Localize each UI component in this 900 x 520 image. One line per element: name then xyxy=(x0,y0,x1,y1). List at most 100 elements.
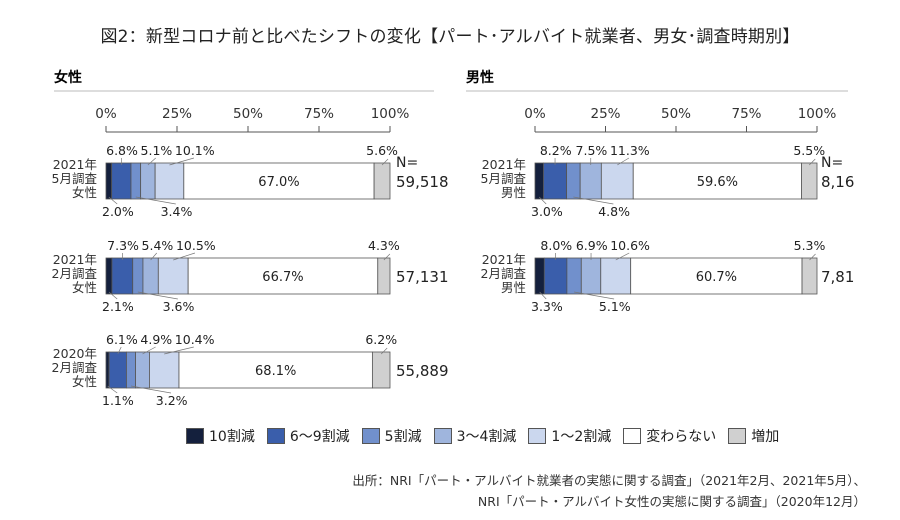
n-value: 7,81 xyxy=(821,268,854,286)
bar-segment xyxy=(543,257,568,295)
leader-line xyxy=(615,252,630,261)
x-tick-label: 25% xyxy=(162,106,192,122)
bar-value-label: 66.7% xyxy=(262,270,303,285)
legend-item: 6〜9割減 xyxy=(266,426,350,446)
bar-value-label: 3.0% xyxy=(531,204,563,219)
n-value: 57,131 xyxy=(396,268,449,286)
legend-label: 1〜2割減 xyxy=(551,429,612,445)
bar-segment xyxy=(371,351,391,389)
bar-segment xyxy=(105,162,113,200)
bar-value-label: 4.8% xyxy=(598,204,630,219)
bar-value-label: 10.1% xyxy=(175,143,215,158)
bar-segment xyxy=(132,257,144,295)
bar-value-label: 2.1% xyxy=(102,299,134,314)
row-label: 5月調査 xyxy=(481,171,527,186)
bar-value-label: 10.4% xyxy=(175,332,215,347)
source-line-2: NRI「パート・アルバイト女性の実態に関する調査」（2020年12月） xyxy=(477,494,866,509)
x-tick-label: 0% xyxy=(524,106,546,122)
leader-line xyxy=(147,157,156,166)
leader-line xyxy=(573,196,614,205)
legend-item: 3〜4割減 xyxy=(433,426,516,446)
x-tick-label: 75% xyxy=(731,106,761,122)
row-label: 男性 xyxy=(501,185,526,200)
bar-value-label: 5.5% xyxy=(793,143,825,158)
leader-line xyxy=(117,346,122,355)
bar-segment xyxy=(126,351,136,389)
leader-line xyxy=(135,196,176,205)
bar-segment xyxy=(566,162,581,200)
legend-swatch xyxy=(266,428,285,444)
legend-swatch xyxy=(186,428,204,444)
bar-value-label: 68.1% xyxy=(255,364,296,379)
leader-line xyxy=(130,385,172,394)
legend-label: 6〜9割減 xyxy=(289,429,350,445)
leader-line xyxy=(173,252,196,261)
leader-line xyxy=(808,158,816,166)
legend-swatch xyxy=(623,428,642,444)
bar-value-label: 5.1% xyxy=(141,143,173,158)
bar-segment xyxy=(105,257,113,295)
bar-value-label: 8.2% xyxy=(540,143,572,158)
legend-label: 増加 xyxy=(751,429,780,445)
leader-line xyxy=(617,157,630,166)
bar-segment xyxy=(157,257,189,295)
leader-line xyxy=(164,346,194,355)
legend-item: 1〜2割減 xyxy=(528,426,611,446)
bar-segment xyxy=(580,257,602,295)
leader-line xyxy=(539,291,547,300)
bar-segment xyxy=(105,351,110,389)
leader-line xyxy=(107,385,118,394)
n-header: N= xyxy=(396,155,418,171)
bar-segment xyxy=(149,351,180,389)
n-header: N= xyxy=(821,155,843,171)
bar-value-label: 59.6% xyxy=(697,175,738,190)
chart-title: 図2：新型コロナ前と比べたシフトの変化【パート･アルバイト就業者、男女･調査時期… xyxy=(100,27,800,47)
row-label: 男性 xyxy=(501,280,526,295)
bar-value-label: 3.6% xyxy=(163,299,195,314)
bar-segment xyxy=(632,162,802,200)
bar-value-label: 4.3% xyxy=(368,238,400,253)
x-tick-label: 0% xyxy=(95,106,117,122)
leader-line xyxy=(380,347,388,355)
bar-value-label: 5.3% xyxy=(794,238,826,253)
bar-segment xyxy=(377,257,391,295)
legend-swatch xyxy=(361,428,380,444)
leader-line xyxy=(142,346,156,355)
bar-segment xyxy=(566,257,582,295)
leader-line xyxy=(809,253,816,261)
bar-value-label: 6.2% xyxy=(365,332,397,347)
leader-line xyxy=(381,158,389,166)
x-tick-label: 50% xyxy=(233,106,263,122)
bar-value-label: 4.9% xyxy=(140,332,172,347)
bar-value-label: 60.7% xyxy=(696,270,737,285)
bar-value-label: 8.0% xyxy=(540,238,572,253)
bar-segment xyxy=(140,162,156,200)
x-tick-label: 75% xyxy=(304,106,334,122)
row-label: 2月調査 xyxy=(52,266,98,281)
bar-segment xyxy=(801,162,818,200)
legend-item: 変わらない xyxy=(623,426,716,446)
legend-item: 5割減 xyxy=(361,426,422,446)
row-label: 2020年 xyxy=(53,346,97,361)
bar-segment xyxy=(111,162,132,200)
source-line-1: 出所：NRI「パート・アルバイト就業者の実態に関する調査」（2021年2月、20… xyxy=(352,473,866,488)
legend-item: 10割減 xyxy=(186,426,255,446)
bar-segment xyxy=(142,257,159,295)
bar-value-label: 6.9% xyxy=(576,238,608,253)
panel-title: 女性 xyxy=(54,69,82,86)
legend-label: 変わらない xyxy=(646,429,717,445)
x-tick-label: 50% xyxy=(661,106,691,122)
row-label: 女性 xyxy=(72,280,97,295)
bar-value-label: 2.0% xyxy=(102,204,134,219)
legend-swatch xyxy=(728,428,747,444)
bar-value-label: 3.3% xyxy=(531,299,563,314)
row-label: 2021年 xyxy=(482,252,526,267)
source-note: 出所：NRI「パート・アルバイト就業者の実態に関する調査」（2021年2月、20… xyxy=(352,470,866,512)
row-label: 女性 xyxy=(72,374,97,389)
bar-segment xyxy=(373,162,391,200)
bar-segment xyxy=(534,162,544,200)
bar-value-label: 67.0% xyxy=(258,175,299,190)
row-label: 2月調査 xyxy=(481,266,527,281)
row-label: 2月調査 xyxy=(52,360,98,375)
